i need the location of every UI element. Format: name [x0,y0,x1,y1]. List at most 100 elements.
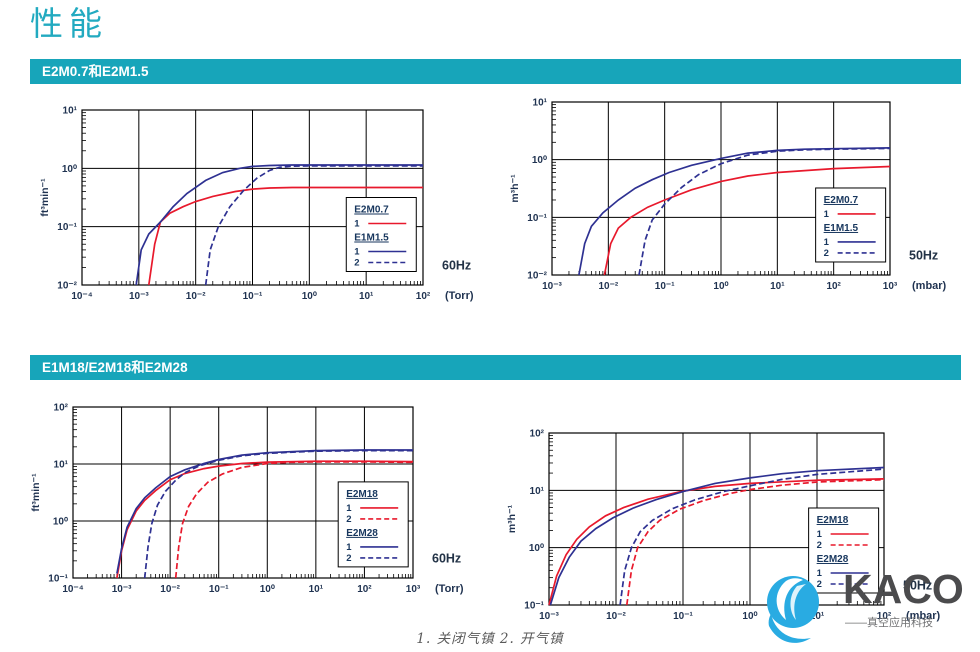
svg-text:10⁻¹: 10⁻¹ [57,222,77,233]
svg-text:E1M1.5: E1M1.5 [354,233,389,244]
svg-text:10²: 10² [826,281,841,292]
svg-text:10⁻²: 10⁻² [527,271,547,282]
svg-text:1: 1 [354,219,360,230]
svg-text:2: 2 [346,514,351,525]
svg-text:E2M18: E2M18 [817,515,849,526]
svg-text:1: 1 [817,529,823,540]
svg-text:10⁻¹: 10⁻¹ [527,213,547,224]
svg-text:10¹: 10¹ [63,106,78,117]
svg-text:10⁻³: 10⁻³ [542,281,562,292]
x-axis-unit-label: (mbar) [906,610,941,622]
svg-text:10¹: 10¹ [533,98,548,109]
svg-text:10⁰: 10⁰ [260,584,275,595]
svg-text:10⁻²: 10⁻² [598,281,618,292]
svg-text:10¹: 10¹ [810,611,825,622]
curve-E1M1.5-1 [578,147,891,276]
svg-text:2: 2 [817,540,822,551]
chart-e2m07-e1m15-60hz-grid: 10⁻⁴ 10⁻³ 10⁻² 10⁻¹ 10⁰ 10¹ 10² 10⁻² 10⁻¹ 10⁰ 10¹ [57,106,431,303]
svg-text:10⁰: 10⁰ [532,155,547,166]
svg-text:10⁰: 10⁰ [62,164,77,175]
curve-E2M28-2 [619,468,885,606]
y-axis-label: m³h⁻¹ [506,504,518,533]
svg-text:10⁻¹: 10⁻¹ [48,574,68,585]
svg-text:1: 1 [824,209,830,220]
svg-text:10⁻¹: 10⁻¹ [673,611,693,622]
svg-text:1: 1 [346,503,352,514]
svg-text:10¹: 10¹ [309,584,324,595]
svg-text:2: 2 [817,579,822,590]
y-axis-label: m³h⁻¹ [509,174,521,203]
section-header-e1m18-e2m18-e2m28: E1M18/E2M18和E2M28 [30,355,961,380]
page-title: 性能 [30,4,108,43]
curve-E2M28-2 [143,449,413,579]
svg-text:10²: 10² [530,429,545,440]
curve-E2M18-1 [548,478,885,606]
svg-text:E2M0.7: E2M0.7 [354,205,389,216]
frequency-label: 60Hz [442,258,471,272]
section-header-label: E1M18/E2M18和E2M28 [42,360,188,375]
chart-e2m07-e1m15-60hz: 10⁻⁴ 10⁻³ 10⁻² 10⁻¹ 10⁰ 10¹ 10² 10⁻² 10⁻¹ 10⁰ 10¹ f… [39,106,474,303]
svg-text:1: 1 [354,247,360,258]
svg-text:10⁰: 10⁰ [742,611,757,622]
svg-text:10²: 10² [54,403,69,414]
curve-E2M18-2 [625,478,885,606]
kaco-swirl-icon [767,576,819,643]
svg-text:10⁻³: 10⁻³ [129,291,149,302]
svg-text:10⁻¹: 10⁻¹ [655,281,675,292]
svg-text:10¹: 10¹ [359,291,374,302]
svg-text:10³: 10³ [406,584,421,595]
frequency-label: 50Hz [909,248,938,262]
svg-text:10⁻²: 10⁻² [160,584,180,595]
kaco-logo: KACO ——真空应用科技 [755,552,970,647]
svg-text:10⁻⁴: 10⁻⁴ [71,291,92,302]
svg-text:10⁰: 10⁰ [53,517,68,528]
y-axis-label: ft³min⁻¹ [30,473,42,512]
chart-e2m18-e2m28-50hz: 10⁻³ 10⁻² 10⁻¹ 10⁰ 10¹ 10² 10⁻¹ 10⁰ 10¹ 10² m³h⁻¹ (… [506,429,941,623]
svg-text:10¹: 10¹ [770,281,785,292]
chart-e2m18-e2m28-60hz: 10⁻⁴ 10⁻³ 10⁻² 10⁻¹ 10⁰ 10¹ 10² 10³ 10⁻¹ 10⁰ 10¹ 10… [30,403,464,596]
gas-ballast-footnote: 1. 关闭气镇 2. 开气镇 [416,631,564,647]
svg-text:1: 1 [346,542,352,553]
section-header-e2m07-e2m15: E2M0.7和E2M1.5 [30,59,961,84]
svg-text:10⁻²: 10⁻² [57,281,77,292]
svg-text:2: 2 [354,258,359,269]
chart-e2m07-e1m15-50hz: 10⁻³ 10⁻² 10⁻¹ 10⁰ 10¹ 10² 10³10⁻²10⁻¹10⁰10¹m³… [509,98,947,293]
svg-text:10³: 10³ [883,281,898,292]
curve-E2M0.7-1 [603,165,891,276]
svg-text:10⁻²: 10⁻² [606,611,626,622]
svg-text:1: 1 [817,568,823,579]
chart-e2m18-e2m28-50hz-grid: 10⁻³ 10⁻² 10⁻¹ 10⁰ 10¹ 10² 10⁻¹ 10⁰ 10¹ 10² [524,429,892,623]
svg-text:10⁰: 10⁰ [302,291,317,302]
svg-text:10¹: 10¹ [54,460,69,471]
x-axis-unit-label: (Torr) [435,583,464,595]
svg-text:E2M28: E2M28 [346,528,378,539]
svg-text:10⁰: 10⁰ [529,543,544,554]
x-axis-unit-label: (Torr) [445,290,474,302]
svg-text:1: 1 [824,237,830,248]
svg-text:10⁻⁴: 10⁻⁴ [62,584,83,595]
svg-text:10²: 10² [357,584,372,595]
svg-text:10⁻¹: 10⁻¹ [209,584,229,595]
svg-text:E2M0.7: E2M0.7 [824,195,859,206]
x-axis-unit-label: (mbar) [912,280,947,292]
curve-E2M28-1 [549,466,885,606]
svg-text:E2M28: E2M28 [817,554,849,565]
kaco-tagline: ——真空应用科技 [845,617,933,629]
svg-text:10⁻¹: 10⁻¹ [524,601,544,612]
svg-text:E1M1.5: E1M1.5 [824,223,859,234]
svg-text:10⁻³: 10⁻³ [112,584,132,595]
svg-text:10²: 10² [416,291,431,302]
frequency-label: 50Hz [903,579,932,593]
svg-text:10⁻³: 10⁻³ [539,611,559,622]
svg-text:10⁰: 10⁰ [713,281,728,292]
section-header-label: E2M0.7和E2M1.5 [42,64,149,79]
kaco-logo-text: KACO [843,566,964,612]
svg-text:E2M18: E2M18 [346,489,378,500]
svg-text:2: 2 [346,553,351,564]
